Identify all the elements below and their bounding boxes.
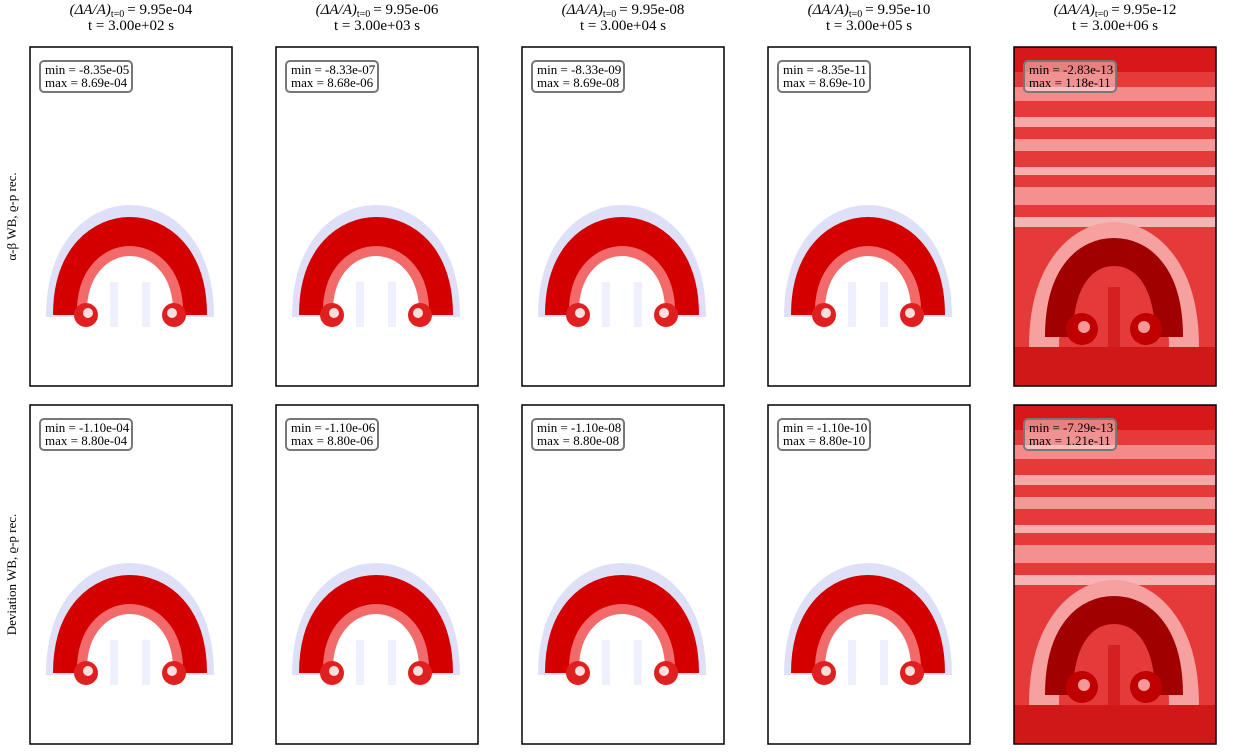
max-label: max = 8.69e-04 xyxy=(45,75,128,90)
title-subscript: t=0 xyxy=(603,9,616,20)
title-ratio: (ΔA/A) xyxy=(316,2,357,18)
panel-frame xyxy=(767,404,971,745)
minmax-box xyxy=(777,418,871,451)
panel-frame xyxy=(1013,404,1217,745)
column-title: (ΔA/A)t=0 = 9.95e-06 xyxy=(316,2,439,20)
max-label: max = 1.18e-11 xyxy=(1029,75,1111,90)
column-time: t = 3.00e+03 s xyxy=(334,18,420,34)
panel-frame xyxy=(767,46,971,387)
title-value: = 9.95e-12 xyxy=(1111,2,1176,18)
panel-frame xyxy=(29,404,233,745)
column-title: (ΔA/A)t=0 = 9.95e-10 xyxy=(808,2,931,20)
panel-frame xyxy=(275,46,479,387)
min-label: min = -1.10e-06 xyxy=(291,420,376,435)
panel-frame xyxy=(521,46,725,387)
minmax-box xyxy=(1023,60,1117,93)
min-label: min = -8.35e-11 xyxy=(783,62,867,77)
max-label: max = 8.80e-08 xyxy=(537,433,619,448)
minmax-box xyxy=(285,418,379,451)
title-subscript: t=0 xyxy=(357,9,370,20)
min-label: min = -1.10e-04 xyxy=(45,420,130,435)
title-value: = 9.95e-10 xyxy=(865,2,930,18)
min-label: min = -1.10e-10 xyxy=(783,420,867,435)
max-label: max = 8.69e-08 xyxy=(537,75,619,90)
min-label: min = -8.33e-09 xyxy=(537,62,621,77)
minmax-box xyxy=(531,60,625,93)
column-time: t = 3.00e+02 s xyxy=(88,18,174,34)
column-time: t = 3.00e+05 s xyxy=(826,18,912,34)
title-value: = 9.95e-08 xyxy=(619,2,684,18)
column-title: (ΔA/A)t=0 = 9.95e-12 xyxy=(1054,2,1177,20)
minmax-box xyxy=(531,418,625,451)
max-label: max = 8.68e-06 xyxy=(291,75,374,90)
panel-frame xyxy=(1013,46,1217,387)
max-label: max = 8.80e-06 xyxy=(291,433,374,448)
column-time: t = 3.00e+04 s xyxy=(580,18,666,34)
title-value: = 9.95e-04 xyxy=(127,2,193,18)
minmax-box xyxy=(39,60,133,93)
min-label: min = -1.10e-08 xyxy=(537,420,621,435)
row-label: α-β WB, ϱ-p rec. xyxy=(4,172,19,260)
title-subscript: t=0 xyxy=(849,9,862,20)
column-title: (ΔA/A)t=0 = 9.95e-04 xyxy=(70,2,193,20)
minmax-box xyxy=(777,60,871,93)
min-label: min = -8.35e-05 xyxy=(45,62,129,77)
max-label: max = 1.21e-11 xyxy=(1029,433,1111,448)
title-subscript: t=0 xyxy=(111,9,124,20)
title-ratio: (ΔA/A) xyxy=(1054,2,1095,18)
field-image xyxy=(1014,47,1216,386)
max-label: max = 8.80e-04 xyxy=(45,433,128,448)
field-image xyxy=(1014,405,1216,744)
title-ratio: (ΔA/A) xyxy=(562,2,603,18)
title-ratio: (ΔA/A) xyxy=(70,2,111,18)
panel-frame xyxy=(521,404,725,745)
column-title: (ΔA/A)t=0 = 9.95e-08 xyxy=(562,2,685,20)
title-value: = 9.95e-06 xyxy=(373,2,439,18)
title-ratio: (ΔA/A) xyxy=(808,2,849,18)
minmax-box xyxy=(1023,418,1117,451)
max-label: max = 8.69e-10 xyxy=(783,75,865,90)
panel-frame xyxy=(275,404,479,745)
title-subscript: t=0 xyxy=(1095,9,1108,20)
min-label: min = -8.33e-07 xyxy=(291,62,376,77)
min-label: min = -7.29e-13 xyxy=(1029,420,1113,435)
minmax-box xyxy=(39,418,133,451)
column-time: t = 3.00e+06 s xyxy=(1072,18,1158,34)
max-label: max = 8.80e-10 xyxy=(783,433,865,448)
row-label: Deviation WB, ϱ-p rec. xyxy=(4,514,19,636)
panel-frame xyxy=(29,46,233,387)
minmax-box xyxy=(285,60,379,93)
min-label: min = -2.83e-13 xyxy=(1029,62,1113,77)
